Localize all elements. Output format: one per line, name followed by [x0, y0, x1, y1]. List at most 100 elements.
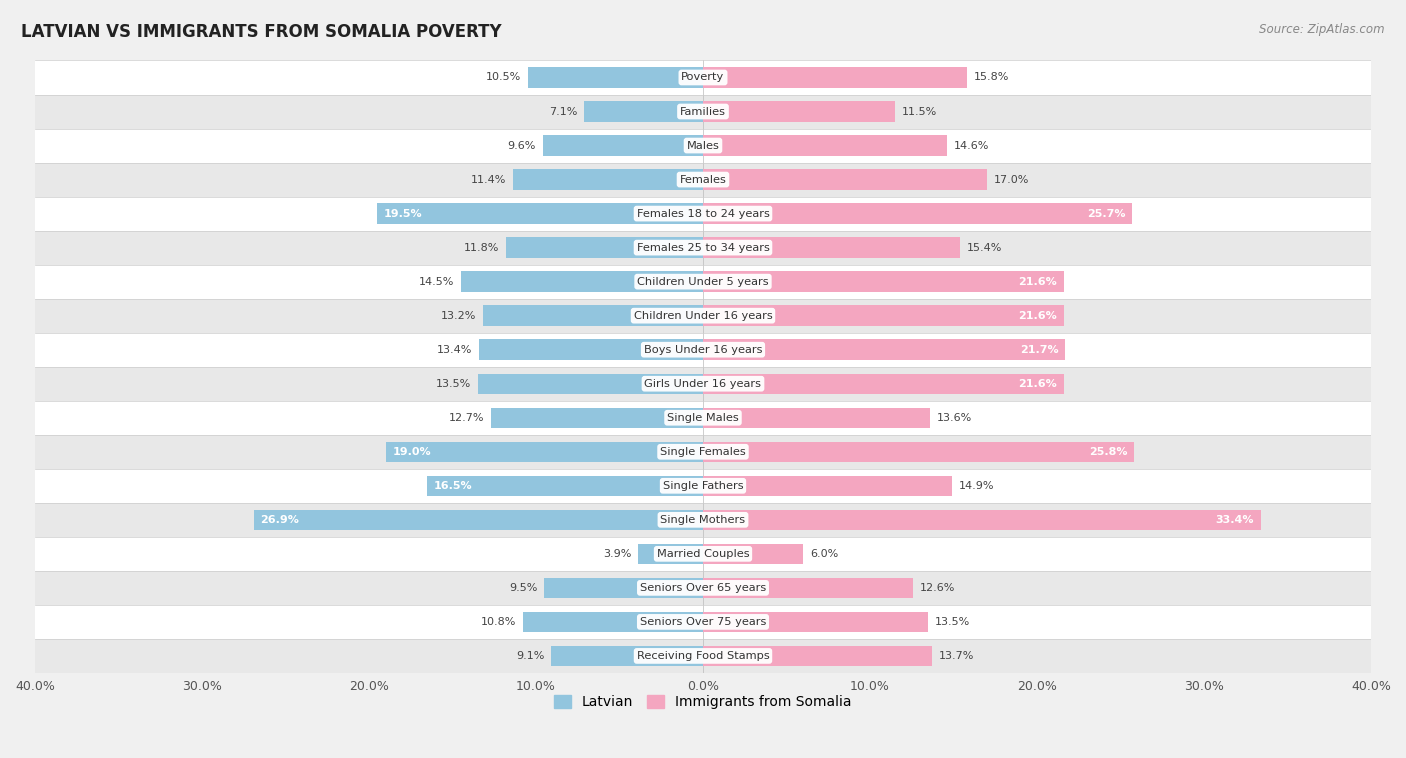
- Bar: [35, 468, 1371, 503]
- Bar: [506, 237, 703, 258]
- Text: 14.5%: 14.5%: [419, 277, 454, 287]
- Text: 19.0%: 19.0%: [392, 446, 432, 457]
- Bar: [703, 442, 1133, 462]
- Text: 10.5%: 10.5%: [485, 73, 522, 83]
- Bar: [35, 333, 1371, 367]
- Bar: [543, 136, 703, 155]
- Bar: [35, 196, 1371, 230]
- Text: Married Couples: Married Couples: [657, 549, 749, 559]
- Bar: [523, 612, 703, 632]
- Legend: Latvian, Immigrants from Somalia: Latvian, Immigrants from Somalia: [548, 690, 858, 715]
- Bar: [703, 67, 967, 88]
- Bar: [703, 169, 987, 190]
- Text: Single Males: Single Males: [666, 413, 740, 423]
- Text: 7.1%: 7.1%: [550, 107, 578, 117]
- Bar: [703, 102, 896, 122]
- Bar: [35, 265, 1371, 299]
- Text: 13.4%: 13.4%: [437, 345, 472, 355]
- Text: Poverty: Poverty: [682, 73, 724, 83]
- Text: Single Females: Single Females: [661, 446, 745, 457]
- Text: 9.6%: 9.6%: [508, 140, 536, 151]
- Text: Children Under 16 years: Children Under 16 years: [634, 311, 772, 321]
- Text: 13.7%: 13.7%: [938, 651, 974, 661]
- Bar: [35, 639, 1371, 673]
- Text: 33.4%: 33.4%: [1216, 515, 1254, 525]
- Bar: [35, 162, 1371, 196]
- Text: Single Fathers: Single Fathers: [662, 481, 744, 490]
- Text: 11.5%: 11.5%: [901, 107, 936, 117]
- Bar: [35, 367, 1371, 401]
- Text: Girls Under 16 years: Girls Under 16 years: [644, 379, 762, 389]
- Bar: [461, 271, 703, 292]
- Text: 16.5%: 16.5%: [434, 481, 472, 490]
- Bar: [703, 509, 1261, 530]
- Bar: [703, 578, 914, 598]
- Bar: [703, 408, 931, 428]
- Bar: [703, 374, 1064, 394]
- Bar: [377, 203, 703, 224]
- Text: 14.9%: 14.9%: [959, 481, 994, 490]
- Bar: [35, 61, 1371, 95]
- Text: Males: Males: [686, 140, 720, 151]
- Bar: [427, 475, 703, 496]
- Text: Seniors Over 75 years: Seniors Over 75 years: [640, 617, 766, 627]
- Bar: [703, 136, 946, 155]
- Bar: [35, 435, 1371, 468]
- Text: 13.5%: 13.5%: [935, 617, 970, 627]
- Text: Boys Under 16 years: Boys Under 16 years: [644, 345, 762, 355]
- Bar: [703, 543, 803, 564]
- Text: 25.8%: 25.8%: [1088, 446, 1128, 457]
- Bar: [35, 95, 1371, 129]
- Bar: [703, 271, 1064, 292]
- Text: 14.6%: 14.6%: [953, 140, 988, 151]
- Text: 21.6%: 21.6%: [1018, 311, 1057, 321]
- Text: 17.0%: 17.0%: [994, 174, 1029, 184]
- Text: Receiving Food Stamps: Receiving Food Stamps: [637, 651, 769, 661]
- Bar: [479, 340, 703, 360]
- Text: Females: Females: [679, 174, 727, 184]
- Text: 13.5%: 13.5%: [436, 379, 471, 389]
- Text: 19.5%: 19.5%: [384, 208, 423, 218]
- Text: Single Mothers: Single Mothers: [661, 515, 745, 525]
- Text: LATVIAN VS IMMIGRANTS FROM SOMALIA POVERTY: LATVIAN VS IMMIGRANTS FROM SOMALIA POVER…: [21, 23, 502, 41]
- Bar: [482, 305, 703, 326]
- Bar: [544, 578, 703, 598]
- Text: 12.6%: 12.6%: [920, 583, 956, 593]
- Text: 15.4%: 15.4%: [967, 243, 1002, 252]
- Text: 15.8%: 15.8%: [973, 73, 1010, 83]
- Bar: [703, 237, 960, 258]
- Text: 13.6%: 13.6%: [936, 413, 972, 423]
- Text: 9.5%: 9.5%: [509, 583, 537, 593]
- Bar: [35, 401, 1371, 435]
- Bar: [551, 646, 703, 666]
- Text: Females 25 to 34 years: Females 25 to 34 years: [637, 243, 769, 252]
- Text: 12.7%: 12.7%: [449, 413, 484, 423]
- Bar: [385, 442, 703, 462]
- Text: Children Under 5 years: Children Under 5 years: [637, 277, 769, 287]
- Bar: [35, 230, 1371, 265]
- Bar: [703, 646, 932, 666]
- Bar: [638, 543, 703, 564]
- Bar: [35, 503, 1371, 537]
- Text: 21.6%: 21.6%: [1018, 277, 1057, 287]
- Bar: [35, 605, 1371, 639]
- Text: Source: ZipAtlas.com: Source: ZipAtlas.com: [1260, 23, 1385, 36]
- Text: 6.0%: 6.0%: [810, 549, 838, 559]
- Bar: [585, 102, 703, 122]
- Text: 3.9%: 3.9%: [603, 549, 631, 559]
- Text: 25.7%: 25.7%: [1087, 208, 1126, 218]
- Bar: [478, 374, 703, 394]
- Text: 11.8%: 11.8%: [464, 243, 499, 252]
- Bar: [35, 129, 1371, 162]
- Text: Seniors Over 65 years: Seniors Over 65 years: [640, 583, 766, 593]
- Text: 9.1%: 9.1%: [516, 651, 544, 661]
- Text: 10.8%: 10.8%: [481, 617, 516, 627]
- Bar: [513, 169, 703, 190]
- Bar: [703, 340, 1066, 360]
- Bar: [253, 509, 703, 530]
- Bar: [491, 408, 703, 428]
- Bar: [703, 305, 1064, 326]
- Bar: [35, 299, 1371, 333]
- Text: 21.6%: 21.6%: [1018, 379, 1057, 389]
- Text: 11.4%: 11.4%: [471, 174, 506, 184]
